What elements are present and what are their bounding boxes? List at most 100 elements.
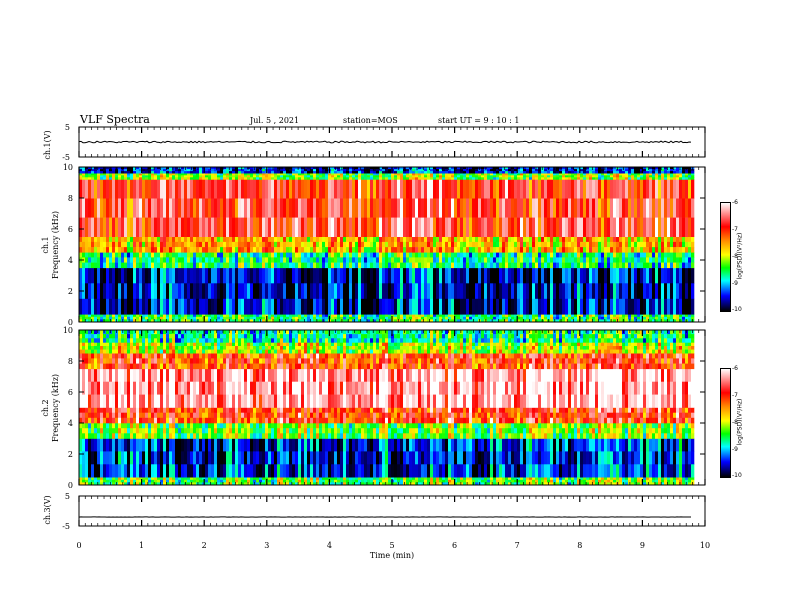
- spectrogram-cell: [565, 179, 569, 199]
- spectrogram-cell: [445, 175, 449, 178]
- spectrogram-cell: [643, 262, 647, 269]
- spectrogram-cell: [163, 368, 167, 382]
- spectrogram-cell: [613, 236, 617, 243]
- spectrogram-cell: [448, 316, 452, 320]
- spectrogram-cell: [466, 267, 470, 284]
- spectrogram-cell: [661, 167, 665, 170]
- spectrogram-cell: [634, 198, 638, 218]
- spectrogram-cell: [265, 267, 269, 284]
- spectrogram-cell: [370, 247, 374, 253]
- spectrogram-cell: [490, 252, 494, 258]
- spectrogram-cell: [115, 198, 119, 218]
- spectrogram-cell: [634, 177, 638, 180]
- spectrogram-cell: [313, 262, 317, 269]
- spectrogram-cell: [409, 217, 413, 237]
- spectrogram-cell: [91, 433, 95, 439]
- spectrogram-cell: [199, 175, 203, 178]
- spectrogram-cell: [178, 314, 182, 318]
- spectrogram-cell: [124, 319, 128, 323]
- spectrogram-cell: [487, 236, 491, 243]
- spectrogram-cell: [658, 298, 662, 315]
- spectrogram-cell: [679, 167, 683, 170]
- spectrogram-cell: [118, 262, 122, 269]
- spectrogram-cell: [346, 247, 350, 253]
- spectrogram-cell: [214, 217, 218, 237]
- spectrogram-cell: [532, 314, 536, 318]
- spectrogram-cell: [478, 267, 482, 284]
- spectrogram-cell: [655, 319, 659, 323]
- spectrogram-cell: [346, 171, 350, 174]
- spectrogram-cell: [97, 479, 101, 483]
- spectrogram-cell: [286, 241, 290, 248]
- spectrogram-cell: [247, 252, 251, 258]
- spectrogram-cell: [229, 198, 233, 218]
- spectrogram-cell: [106, 175, 110, 178]
- spectrogram-cell: [109, 247, 113, 253]
- spectrogram-cell: [544, 179, 548, 199]
- spectrogram-cell: [631, 314, 635, 318]
- spectrogram-cell: [289, 171, 293, 174]
- spectrogram-cell: [538, 267, 542, 284]
- spectrogram-cell: [94, 171, 98, 174]
- spectrogram-cell: [157, 423, 161, 429]
- spectrogram-cell: [103, 175, 107, 178]
- spectrogram-cell: [109, 283, 113, 300]
- spectrogram-cell: [397, 236, 401, 243]
- spectrogram-cell: [415, 262, 419, 269]
- spectrogram-cell: [85, 169, 89, 172]
- spectrogram-cell: [208, 252, 212, 258]
- spectrogram-cell: [325, 167, 329, 170]
- spectrogram-cell: [499, 167, 503, 170]
- spectrogram-cell: [178, 247, 182, 253]
- spectrogram-cell: [661, 179, 665, 199]
- spectrogram-cell: [604, 198, 608, 218]
- spectrogram-cell: [613, 314, 617, 318]
- spectrogram-cell: [397, 179, 401, 199]
- spectrogram-cell: [643, 173, 647, 176]
- spectrogram-cell: [454, 236, 458, 243]
- spectrogram-cell: [244, 262, 248, 269]
- spectrogram-cell: [373, 262, 377, 269]
- spectrogram-cell: [82, 423, 86, 429]
- spectrogram-cell: [424, 241, 428, 248]
- spectrogram-cell: [658, 247, 662, 253]
- spectrogram-cell: [487, 198, 491, 218]
- spectrogram-cell: [574, 198, 578, 218]
- spectrogram-cell: [385, 257, 389, 263]
- spectrogram-cell: [538, 167, 542, 170]
- spectrogram-cell: [490, 177, 494, 180]
- spectrogram-cell: [223, 167, 227, 170]
- spectrogram-cell: [607, 173, 611, 176]
- spectrogram-cell: [85, 175, 89, 178]
- spectrogram-cell: [505, 198, 509, 218]
- spectrogram-cell: [121, 338, 125, 343]
- spectrogram-cell: [292, 217, 296, 237]
- spectrogram-cell: [292, 241, 296, 248]
- spectrogram-cell: [241, 236, 245, 243]
- spectrogram-cell: [439, 283, 443, 300]
- spectrogram-cell: [82, 252, 86, 258]
- spectrogram-cell: [187, 314, 191, 318]
- spectrogram-cell: [535, 171, 539, 174]
- spectrogram-cell: [262, 198, 266, 218]
- spectrogram-cell: [325, 173, 329, 176]
- spectrogram-cell: [556, 298, 560, 315]
- spectrogram-cell: [451, 262, 455, 269]
- spectrogram-cell: [100, 319, 104, 323]
- spectrogram-cell: [535, 177, 539, 180]
- spectrogram-cell: [616, 198, 620, 218]
- spectrogram-cell: [505, 173, 509, 176]
- spectrogram-cell: [460, 316, 464, 320]
- spectrogram-cell: [94, 177, 98, 180]
- spectrogram-cell: [169, 167, 173, 170]
- spectrogram-cell: [103, 171, 107, 174]
- spectrogram-cell: [388, 198, 392, 218]
- spectrogram-cell: [679, 283, 683, 300]
- spectrogram-cell: [658, 319, 662, 323]
- spectrogram-cell: [97, 412, 101, 419]
- spectrogram-cell: [88, 482, 92, 486]
- spectrogram-cell: [82, 394, 86, 408]
- spectrogram-cell: [619, 179, 623, 199]
- spectrogram-cell: [157, 433, 161, 439]
- spectrogram-cell: [271, 177, 275, 180]
